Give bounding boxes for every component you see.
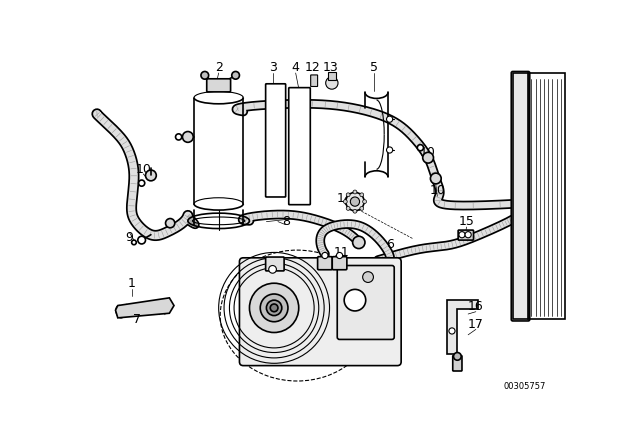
Text: 9: 9 <box>125 231 133 244</box>
Circle shape <box>350 197 360 206</box>
FancyBboxPatch shape <box>310 75 317 86</box>
FancyBboxPatch shape <box>266 257 284 271</box>
Circle shape <box>346 192 364 211</box>
Circle shape <box>387 147 393 153</box>
Circle shape <box>182 132 193 142</box>
Circle shape <box>250 283 299 332</box>
FancyBboxPatch shape <box>289 88 310 205</box>
Circle shape <box>322 252 328 258</box>
Text: 5: 5 <box>370 61 378 74</box>
FancyBboxPatch shape <box>332 257 347 270</box>
Circle shape <box>346 193 350 197</box>
Text: 14: 14 <box>337 192 353 205</box>
Bar <box>513 73 528 319</box>
Circle shape <box>344 289 365 311</box>
FancyBboxPatch shape <box>458 230 474 240</box>
Circle shape <box>138 236 145 244</box>
Circle shape <box>201 72 209 79</box>
Circle shape <box>387 116 393 122</box>
Circle shape <box>326 77 338 89</box>
Circle shape <box>449 328 455 334</box>
Circle shape <box>363 271 373 282</box>
FancyBboxPatch shape <box>328 72 336 80</box>
FancyBboxPatch shape <box>266 84 285 197</box>
Text: 16: 16 <box>468 300 484 313</box>
Circle shape <box>417 145 424 151</box>
Circle shape <box>132 240 136 245</box>
Circle shape <box>353 209 357 213</box>
Circle shape <box>353 236 365 249</box>
Circle shape <box>422 152 433 163</box>
Circle shape <box>360 193 364 197</box>
Text: 7: 7 <box>133 313 141 326</box>
FancyBboxPatch shape <box>452 356 462 371</box>
Text: 6: 6 <box>386 238 394 251</box>
Circle shape <box>266 300 282 315</box>
Circle shape <box>454 353 461 360</box>
Circle shape <box>465 232 471 238</box>
Circle shape <box>459 232 465 238</box>
Circle shape <box>232 72 239 79</box>
Circle shape <box>353 190 357 194</box>
FancyBboxPatch shape <box>511 72 530 321</box>
Text: 4: 4 <box>292 61 300 74</box>
Circle shape <box>145 170 156 181</box>
Polygon shape <box>115 298 174 318</box>
Polygon shape <box>447 300 478 354</box>
Text: 1: 1 <box>128 277 136 290</box>
Text: 8: 8 <box>282 215 290 228</box>
Text: 13: 13 <box>323 61 338 74</box>
Circle shape <box>431 173 441 184</box>
Text: 2: 2 <box>215 61 223 74</box>
Text: 15: 15 <box>459 215 474 228</box>
FancyBboxPatch shape <box>207 79 230 92</box>
Circle shape <box>270 304 278 312</box>
Circle shape <box>346 207 350 210</box>
Text: 10: 10 <box>135 163 151 176</box>
Text: 10: 10 <box>420 146 436 159</box>
Circle shape <box>337 252 342 258</box>
Circle shape <box>260 294 288 322</box>
Circle shape <box>363 200 367 203</box>
Text: 12: 12 <box>305 61 321 74</box>
Bar <box>528 73 565 319</box>
Circle shape <box>344 200 348 203</box>
Circle shape <box>269 266 276 273</box>
Circle shape <box>175 134 182 140</box>
Circle shape <box>139 180 145 186</box>
FancyBboxPatch shape <box>337 266 394 340</box>
Circle shape <box>166 219 175 228</box>
Text: 11: 11 <box>334 246 349 259</box>
Circle shape <box>360 207 364 210</box>
FancyBboxPatch shape <box>317 257 332 270</box>
FancyBboxPatch shape <box>239 258 401 366</box>
Text: 10: 10 <box>429 184 445 197</box>
Text: 17: 17 <box>468 318 484 332</box>
Text: 00305757: 00305757 <box>503 382 545 391</box>
Text: 3: 3 <box>269 61 276 74</box>
